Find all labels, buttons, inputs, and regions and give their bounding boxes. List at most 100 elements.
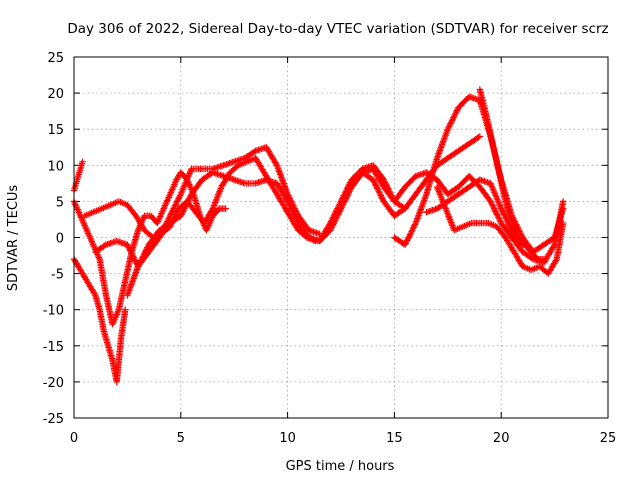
chart-title: Day 306 of 2022, Sidereal Day-to-day VTE… [67, 21, 608, 37]
interpolated-markers [477, 185, 493, 204]
interpolated-markers [285, 199, 301, 225]
interpolated-markers [511, 250, 525, 269]
interpolated-markers [75, 167, 84, 178]
interpolated-markers [413, 177, 429, 197]
interpolated-markers [434, 177, 450, 197]
x-tick-labels: 0 5 10 15 20 25 [70, 431, 616, 446]
series-track-10 [433, 183, 567, 277]
data-point-marker [540, 255, 548, 263]
interpolated-markers [467, 134, 482, 146]
interpolated-markers [535, 256, 546, 263]
data-point-marker [166, 212, 174, 220]
interpolated-markers [116, 279, 129, 312]
interpolated-markers [274, 181, 290, 204]
data-point-marker [177, 212, 184, 220]
interpolated-markers [531, 242, 546, 255]
data-point-marker [327, 227, 334, 234]
interpolated-markers [551, 207, 566, 240]
data-point-marker [124, 241, 131, 248]
y-tick-labels: -25 -20 -15 -10 -5 0 5 10 15 20 25 [43, 51, 64, 427]
interpolated-markers [75, 264, 85, 276]
interpolated-markers [456, 184, 471, 197]
interpolated-markers [125, 203, 139, 218]
data-point-marker [369, 176, 377, 183]
interpolated-markers [392, 206, 407, 219]
interpolated-markers [452, 224, 465, 233]
data-series [70, 86, 567, 386]
interpolated-markers [274, 163, 291, 196]
x-tick-label: 25 [600, 431, 617, 446]
interpolated-markers [445, 105, 461, 131]
interpolated-markers [100, 202, 112, 212]
series-track-2 [70, 255, 129, 386]
x-tick-label: 15 [386, 431, 403, 446]
interpolated-markers [423, 156, 440, 196]
data-point-marker [284, 198, 291, 205]
interpolated-markers [190, 192, 203, 218]
interpolated-markers [189, 177, 205, 197]
y-tick-label: -20 [43, 376, 64, 391]
x-tick-label: 20 [493, 431, 510, 446]
interpolated-markers [338, 185, 355, 211]
interpolated-markers [91, 206, 104, 215]
interpolated-markers [445, 184, 461, 197]
y-tick-label: 0 [56, 232, 64, 247]
interpolated-markers [146, 228, 162, 247]
interpolated-markers [146, 235, 162, 254]
interpolated-markers [529, 249, 540, 262]
interpolated-markers [445, 148, 461, 161]
y-tick-label: -10 [43, 304, 64, 319]
interpolated-markers [80, 271, 90, 283]
interpolated-markers [96, 308, 107, 333]
interpolated-markers [456, 94, 472, 110]
interpolated-markers [243, 148, 258, 161]
data-point-marker [156, 234, 163, 241]
interpolated-markers [498, 206, 515, 232]
interpolated-markers [381, 185, 397, 204]
interpolated-markers [93, 242, 108, 255]
interpolated-markers [108, 198, 121, 208]
interpolated-markers [237, 159, 249, 168]
interpolated-markers [96, 257, 109, 297]
data-point-marker [337, 205, 345, 212]
interpolated-markers [509, 235, 525, 254]
data-point-marker [519, 241, 526, 248]
interpolated-markers [402, 221, 419, 247]
data-point-marker [498, 205, 505, 212]
interpolated-markers [445, 191, 461, 204]
interpolated-markers [117, 198, 129, 208]
interpolated-markers [135, 243, 152, 269]
y-tick-label: 20 [47, 87, 64, 102]
data-point-marker [559, 219, 567, 227]
data-point-marker [122, 306, 129, 313]
interpolated-markers [487, 181, 504, 211]
interpolated-markers [370, 167, 387, 189]
series-track-1 [70, 169, 229, 328]
interpolated-markers [521, 263, 533, 273]
interpolated-markers [245, 155, 258, 165]
interpolated-markers [317, 228, 333, 244]
interpolated-markers [434, 127, 451, 160]
data-point-marker [401, 241, 409, 248]
interpolated-markers [88, 286, 98, 297]
interpolated-markers [553, 221, 567, 261]
y-tick-label: 10 [47, 159, 64, 174]
interpolated-markers [83, 209, 95, 219]
interpolated-markers [370, 178, 387, 204]
interpolated-markers [403, 174, 418, 189]
interpolated-markers [228, 163, 241, 175]
interpolated-markers [161, 192, 173, 211]
interpolated-markers [496, 170, 509, 203]
series-track-12 [423, 176, 526, 248]
interpolated-markers [522, 242, 534, 254]
interpolated-markers [210, 206, 222, 218]
interpolated-markers [461, 220, 473, 230]
interpolated-markers [287, 214, 301, 232]
y-axis-label: SDTVAR / TECUs [6, 185, 21, 292]
interpolated-markers [203, 214, 216, 232]
interpolated-markers [443, 207, 457, 232]
interpolated-markers [338, 178, 355, 204]
data-point-marker [559, 205, 567, 212]
interpolated-markers [110, 308, 122, 326]
data-point-marker [559, 198, 567, 205]
